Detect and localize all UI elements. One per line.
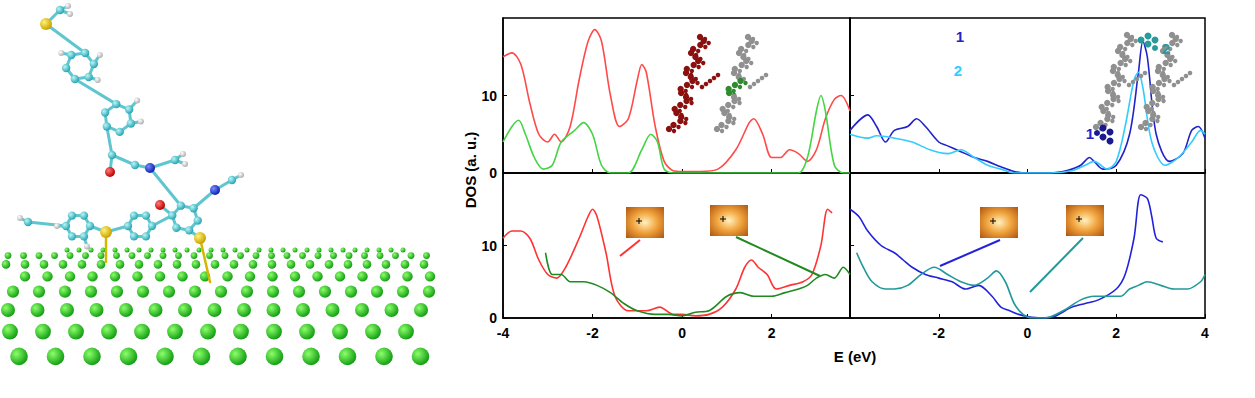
svg-text:0: 0	[489, 165, 497, 181]
svg-text:1: 1	[1086, 125, 1094, 142]
svg-text:10: 10	[481, 88, 497, 104]
svg-text:1: 1	[956, 28, 964, 45]
svg-text:4: 4	[1201, 325, 1209, 341]
svg-text:2: 2	[1112, 325, 1120, 341]
svg-text:0: 0	[1024, 325, 1032, 341]
svg-text:2: 2	[954, 62, 962, 79]
svg-text:0: 0	[678, 325, 686, 341]
svg-text:-2: -2	[586, 325, 599, 341]
svg-text:2: 2	[768, 325, 776, 341]
svg-text:E (eV): E (eV)	[834, 348, 877, 365]
svg-text:-2: -2	[933, 325, 946, 341]
svg-text:-4: -4	[497, 325, 510, 341]
svg-text:10: 10	[481, 238, 497, 254]
svg-text:DOS (a. u.): DOS (a. u.)	[462, 132, 479, 209]
svg-text:2: 2	[1162, 40, 1170, 57]
svg-text:0: 0	[489, 310, 497, 326]
